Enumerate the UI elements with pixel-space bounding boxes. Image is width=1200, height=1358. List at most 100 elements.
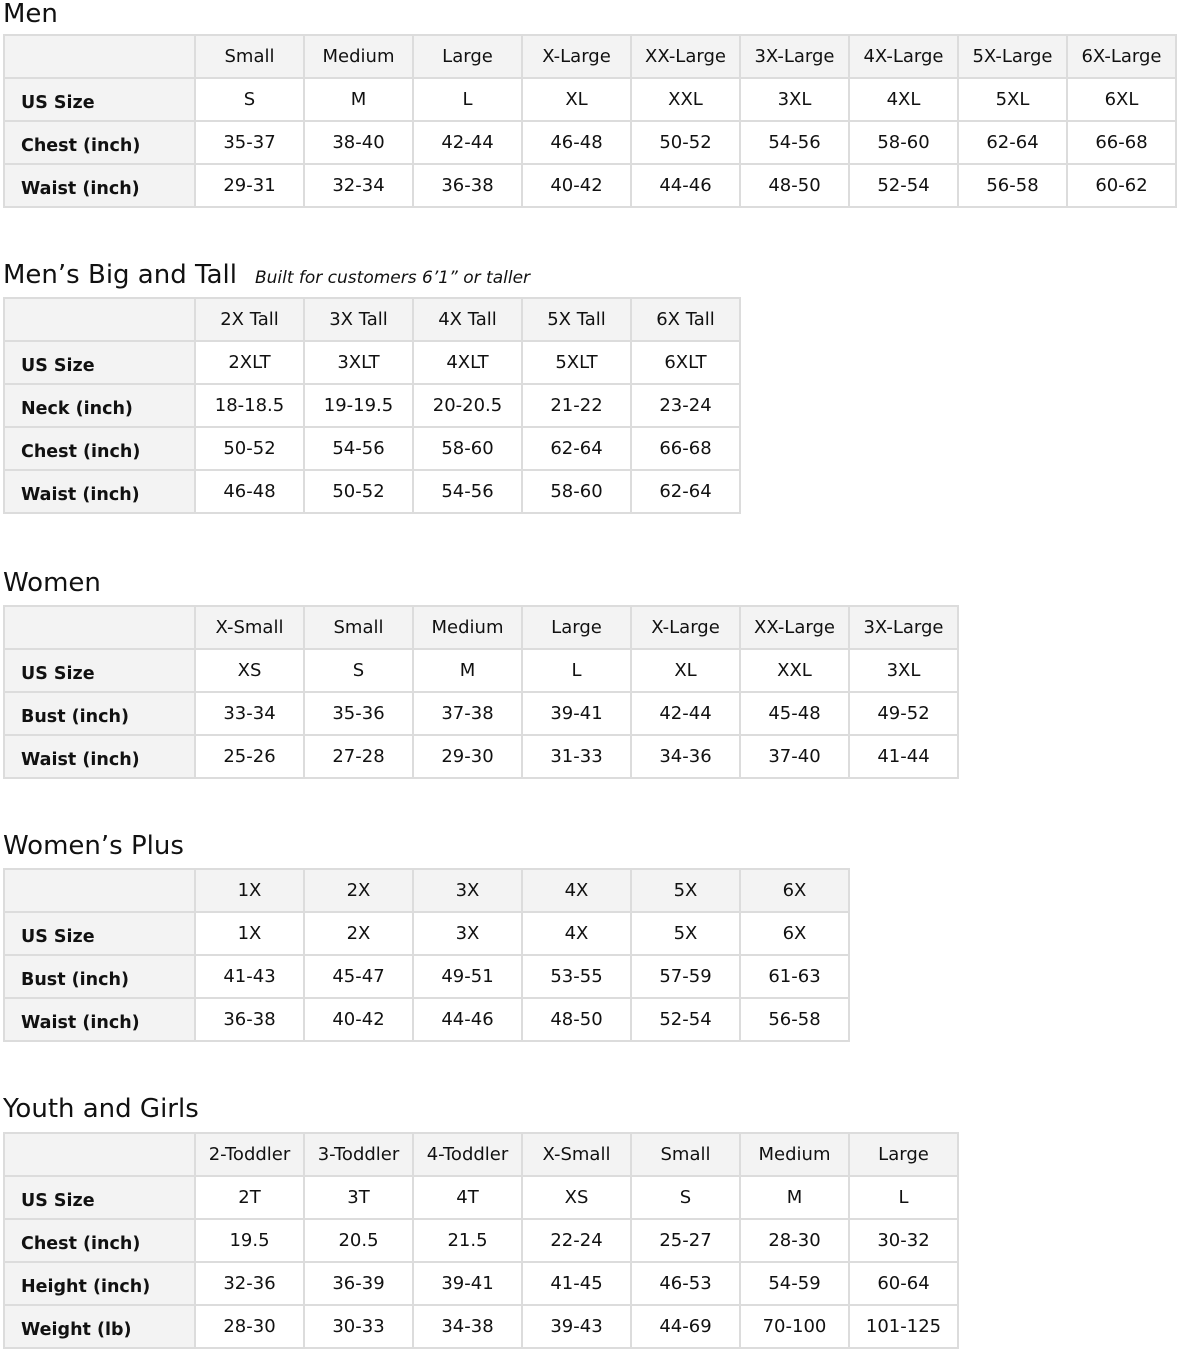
table-cell: 60-62 bbox=[1066, 163, 1177, 208]
table-cell: 18-18.5 bbox=[194, 383, 305, 428]
table-cell: 41-43 bbox=[194, 954, 305, 999]
header-row: 1X 2X 3X 4X 5X 6X bbox=[3, 868, 850, 913]
table-cell: 25-26 bbox=[194, 734, 305, 779]
table-cell: 25-27 bbox=[630, 1218, 741, 1263]
section-title: Men bbox=[3, 1, 58, 27]
table-cell: 42-44 bbox=[412, 120, 523, 165]
table-cell: M bbox=[739, 1175, 850, 1220]
table-cell: 46-48 bbox=[194, 469, 305, 514]
column-header: Small bbox=[630, 1132, 741, 1177]
row-label: Bust (inch) bbox=[3, 954, 196, 999]
row-label: US Size bbox=[3, 1175, 196, 1220]
column-header: 2X Tall bbox=[194, 297, 305, 342]
table-cell: 48-50 bbox=[521, 997, 632, 1042]
size-table: 2X Tall 3X Tall 4X Tall 5X Tall 6X Tall US Si… bbox=[3, 297, 741, 514]
row-label: Waist (inch) bbox=[3, 469, 196, 514]
table-cell: 30-33 bbox=[303, 1304, 414, 1349]
table-cell: 21-22 bbox=[521, 383, 632, 428]
table-row: Chest (inch) 50-52 54-56 58-60 62-64 66-68 bbox=[3, 426, 741, 471]
column-header: Large bbox=[412, 34, 523, 79]
table-row: US Size XS S M L XL XXL 3XL bbox=[3, 648, 959, 693]
table-cell: 46-48 bbox=[521, 120, 632, 165]
table-cell: 70-100 bbox=[739, 1304, 850, 1349]
section-title-text: Women bbox=[3, 568, 101, 598]
row-label: Chest (inch) bbox=[3, 426, 196, 471]
section-subtitle: Built for customers 6’1” or taller bbox=[254, 268, 531, 288]
table-cell: 4T bbox=[412, 1175, 523, 1220]
table-cell: 23-24 bbox=[630, 383, 741, 428]
table-cell: 29-31 bbox=[194, 163, 305, 208]
table-cell: 46-53 bbox=[630, 1261, 741, 1306]
row-label: Bust (inch) bbox=[3, 691, 196, 736]
corner-cell bbox=[3, 34, 196, 79]
table-cell: XXL bbox=[630, 77, 741, 122]
table-cell: 28-30 bbox=[194, 1304, 305, 1349]
table-cell: XL bbox=[630, 648, 741, 693]
row-label: Chest (inch) bbox=[3, 120, 196, 165]
table-cell: 54-56 bbox=[303, 426, 414, 471]
corner-cell bbox=[3, 605, 196, 650]
table-cell: 38-40 bbox=[303, 120, 414, 165]
table-cell: M bbox=[412, 648, 523, 693]
table-cell: 61-63 bbox=[739, 954, 850, 999]
table-cell: 36-38 bbox=[194, 997, 305, 1042]
column-header: 2-Toddler bbox=[194, 1132, 305, 1177]
column-header: 4X-Large bbox=[848, 34, 959, 79]
size-table: X-Small Small Medium Large X-Large XX-Large 3X… bbox=[3, 605, 959, 779]
table-cell: 6X bbox=[739, 911, 850, 956]
table-cell: 40-42 bbox=[521, 163, 632, 208]
table-cell: 4X bbox=[521, 911, 632, 956]
table-cell: 37-38 bbox=[412, 691, 523, 736]
table-cell: 5X bbox=[630, 911, 741, 956]
table-cell: 48-50 bbox=[739, 163, 850, 208]
column-header: X-Small bbox=[521, 1132, 632, 1177]
column-header: Small bbox=[303, 605, 414, 650]
table-cell: 54-56 bbox=[739, 120, 850, 165]
column-header: 6X-Large bbox=[1066, 34, 1177, 79]
section-title-text: Men’s Big and Tall bbox=[3, 260, 237, 290]
table-row: US Size 1X 2X 3X 4X 5X 6X bbox=[3, 911, 850, 956]
table-row: Waist (inch) 46-48 50-52 54-56 58-60 62-64 bbox=[3, 469, 741, 514]
row-label: Weight (lb) bbox=[3, 1304, 196, 1349]
table-cell: 56-58 bbox=[957, 163, 1068, 208]
column-header: Small bbox=[194, 34, 305, 79]
table-cell: 44-46 bbox=[630, 163, 741, 208]
column-header: 6X Tall bbox=[630, 297, 741, 342]
row-label: Waist (inch) bbox=[3, 997, 196, 1042]
row-label: US Size bbox=[3, 340, 196, 385]
table-cell: 2XLT bbox=[194, 340, 305, 385]
table-row: Neck (inch) 18-18.5 19-19.5 20-20.5 21-22 23-… bbox=[3, 383, 741, 428]
column-header: XX-Large bbox=[630, 34, 741, 79]
corner-cell bbox=[3, 868, 196, 913]
table-cell: 1X bbox=[194, 911, 305, 956]
table-cell: 56-58 bbox=[739, 997, 850, 1042]
column-header: 3X Tall bbox=[303, 297, 414, 342]
column-header: 3X-Large bbox=[848, 605, 959, 650]
section-title-text: Men bbox=[3, 0, 58, 29]
table-cell: 3XLT bbox=[303, 340, 414, 385]
table-row: Waist (inch) 25-26 27-28 29-30 31-33 34-36 37-… bbox=[3, 734, 959, 779]
table-cell: 41-44 bbox=[848, 734, 959, 779]
column-header: 3X bbox=[412, 868, 523, 913]
row-label: Height (inch) bbox=[3, 1261, 196, 1306]
table-cell: 49-51 bbox=[412, 954, 523, 999]
section-title-text: Youth and Girls bbox=[3, 1094, 199, 1124]
section-title: Women’s Plus bbox=[3, 833, 184, 859]
table-cell: S bbox=[303, 648, 414, 693]
table-cell: 36-38 bbox=[412, 163, 523, 208]
table-cell: 49-52 bbox=[848, 691, 959, 736]
table-row: Chest (inch) 35-37 38-40 42-44 46-48 50-52 54-… bbox=[3, 120, 1177, 165]
table-cell: 54-59 bbox=[739, 1261, 850, 1306]
size-table: 2-Toddler 3-Toddler 4-Toddler X-Small Small M… bbox=[3, 1132, 959, 1349]
table-cell: 50-52 bbox=[303, 469, 414, 514]
row-label: Neck (inch) bbox=[3, 383, 196, 428]
table-cell: 29-30 bbox=[412, 734, 523, 779]
table-cell: 32-34 bbox=[303, 163, 414, 208]
table-cell: 40-42 bbox=[303, 997, 414, 1042]
table-cell: 41-45 bbox=[521, 1261, 632, 1306]
size-table: Small Medium Large X-Large XX-Large 3X-Large 4… bbox=[3, 34, 1177, 208]
table-row: Chest (inch) 19.5 20.5 21.5 22-24 25-27 28-30 3… bbox=[3, 1218, 959, 1263]
section-title: Youth and Girls bbox=[3, 1096, 199, 1122]
column-header: 1X bbox=[194, 868, 305, 913]
table-cell: 34-36 bbox=[630, 734, 741, 779]
